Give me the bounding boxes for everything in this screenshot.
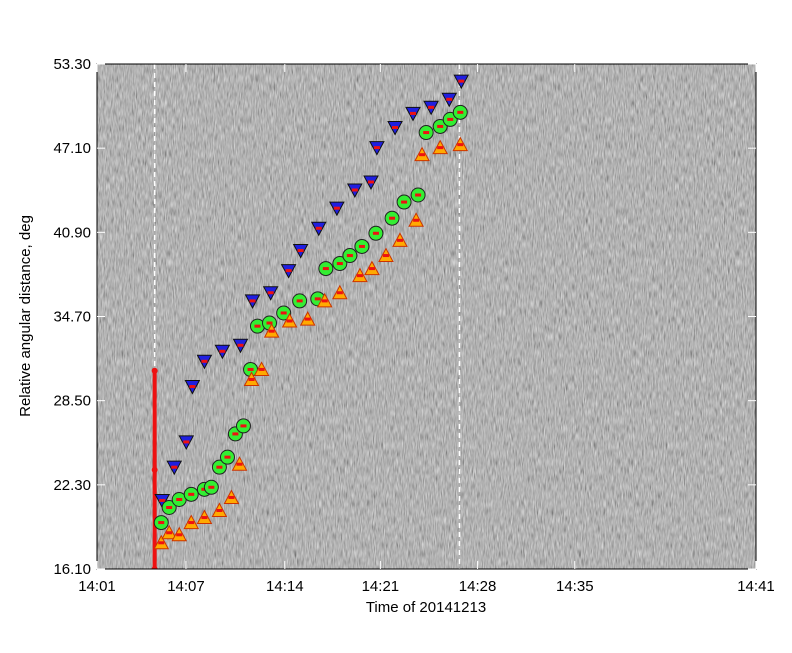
point-center <box>437 124 444 128</box>
point-center <box>419 153 426 157</box>
y-tick-label: 40.90 <box>53 224 91 241</box>
point-center <box>321 299 328 303</box>
error-bar-dot <box>151 367 158 374</box>
point-center <box>409 111 416 115</box>
x-tick-label: 14:14 <box>266 578 304 595</box>
point-center <box>346 254 353 258</box>
point-center <box>322 267 329 271</box>
point-center <box>358 244 365 248</box>
point-center <box>437 146 444 150</box>
x-tick-label: 14:35 <box>556 578 594 595</box>
point-center <box>356 274 363 278</box>
y-tick-label: 22.30 <box>53 477 91 494</box>
point-center <box>166 506 173 510</box>
point-center <box>413 218 420 222</box>
x-tick-label: 14:07 <box>167 578 205 595</box>
point-center <box>176 497 183 501</box>
point-center <box>158 541 165 545</box>
point-center <box>176 533 183 537</box>
point-center <box>188 492 195 496</box>
x-tick-label: 14:01 <box>78 578 116 595</box>
point-center <box>236 462 243 466</box>
point-center <box>423 131 430 135</box>
point-center <box>237 343 244 347</box>
point-center <box>201 359 208 363</box>
point-center <box>401 200 408 204</box>
plot-area <box>151 64 470 569</box>
point-center <box>267 291 274 295</box>
point-center <box>457 110 464 114</box>
point-center <box>224 455 231 459</box>
point-center <box>171 465 178 469</box>
point-center <box>446 97 453 101</box>
point-center <box>166 531 173 535</box>
point-center <box>392 126 399 130</box>
point-center <box>415 193 422 197</box>
point-center <box>286 319 293 323</box>
point-center <box>285 269 292 273</box>
y-axis-label: Relative angular distance, deg <box>17 215 34 417</box>
point-center <box>188 521 195 525</box>
point-center <box>336 262 343 266</box>
point-center <box>216 508 223 512</box>
point-center <box>266 321 273 325</box>
point-center <box>258 367 265 371</box>
point-center <box>447 117 454 121</box>
point-center <box>228 495 235 499</box>
y-tick-label: 47.10 <box>53 140 91 157</box>
point-center <box>457 143 464 147</box>
point-center <box>249 299 256 303</box>
point-center <box>247 367 254 371</box>
error-bar-dot <box>151 566 158 569</box>
point-center <box>216 465 223 469</box>
point-center <box>314 297 321 301</box>
y-tick-label: 53.30 <box>53 56 91 73</box>
point-center <box>240 424 247 428</box>
y-tick-label: 34.70 <box>53 309 91 326</box>
point-center <box>389 216 396 220</box>
point-center <box>159 498 166 502</box>
point-center <box>183 440 190 444</box>
point-center <box>268 329 275 333</box>
point-center <box>336 291 343 295</box>
x-axis-label: Time of 20141213 <box>366 599 486 616</box>
point-center <box>367 180 374 184</box>
point-center <box>382 254 389 258</box>
y-tick-label: 28.50 <box>53 393 91 410</box>
x-tick-label: 14:21 <box>362 578 400 595</box>
point-center <box>248 377 255 381</box>
point-center <box>458 79 465 83</box>
point-center <box>208 485 215 489</box>
point-center <box>158 521 165 525</box>
point-center <box>333 206 340 210</box>
point-center <box>232 432 239 436</box>
point-center <box>201 516 208 520</box>
point-center <box>373 146 380 150</box>
point-center <box>351 188 358 192</box>
error-bar-dot <box>151 466 158 473</box>
point-center <box>189 385 196 389</box>
x-tick-label: 14:41 <box>737 578 775 595</box>
point-center <box>372 231 379 235</box>
point-center <box>368 267 375 271</box>
y-tick-label: 16.10 <box>53 561 91 578</box>
point-center <box>254 324 261 328</box>
point-center <box>315 226 322 230</box>
point-center <box>396 238 403 242</box>
point-center <box>428 105 435 109</box>
point-center <box>296 299 303 303</box>
point-center <box>297 249 304 253</box>
point-center <box>304 317 311 321</box>
x-tick-label: 14:28 <box>459 578 497 595</box>
point-center <box>219 349 226 353</box>
point-center <box>280 311 287 315</box>
